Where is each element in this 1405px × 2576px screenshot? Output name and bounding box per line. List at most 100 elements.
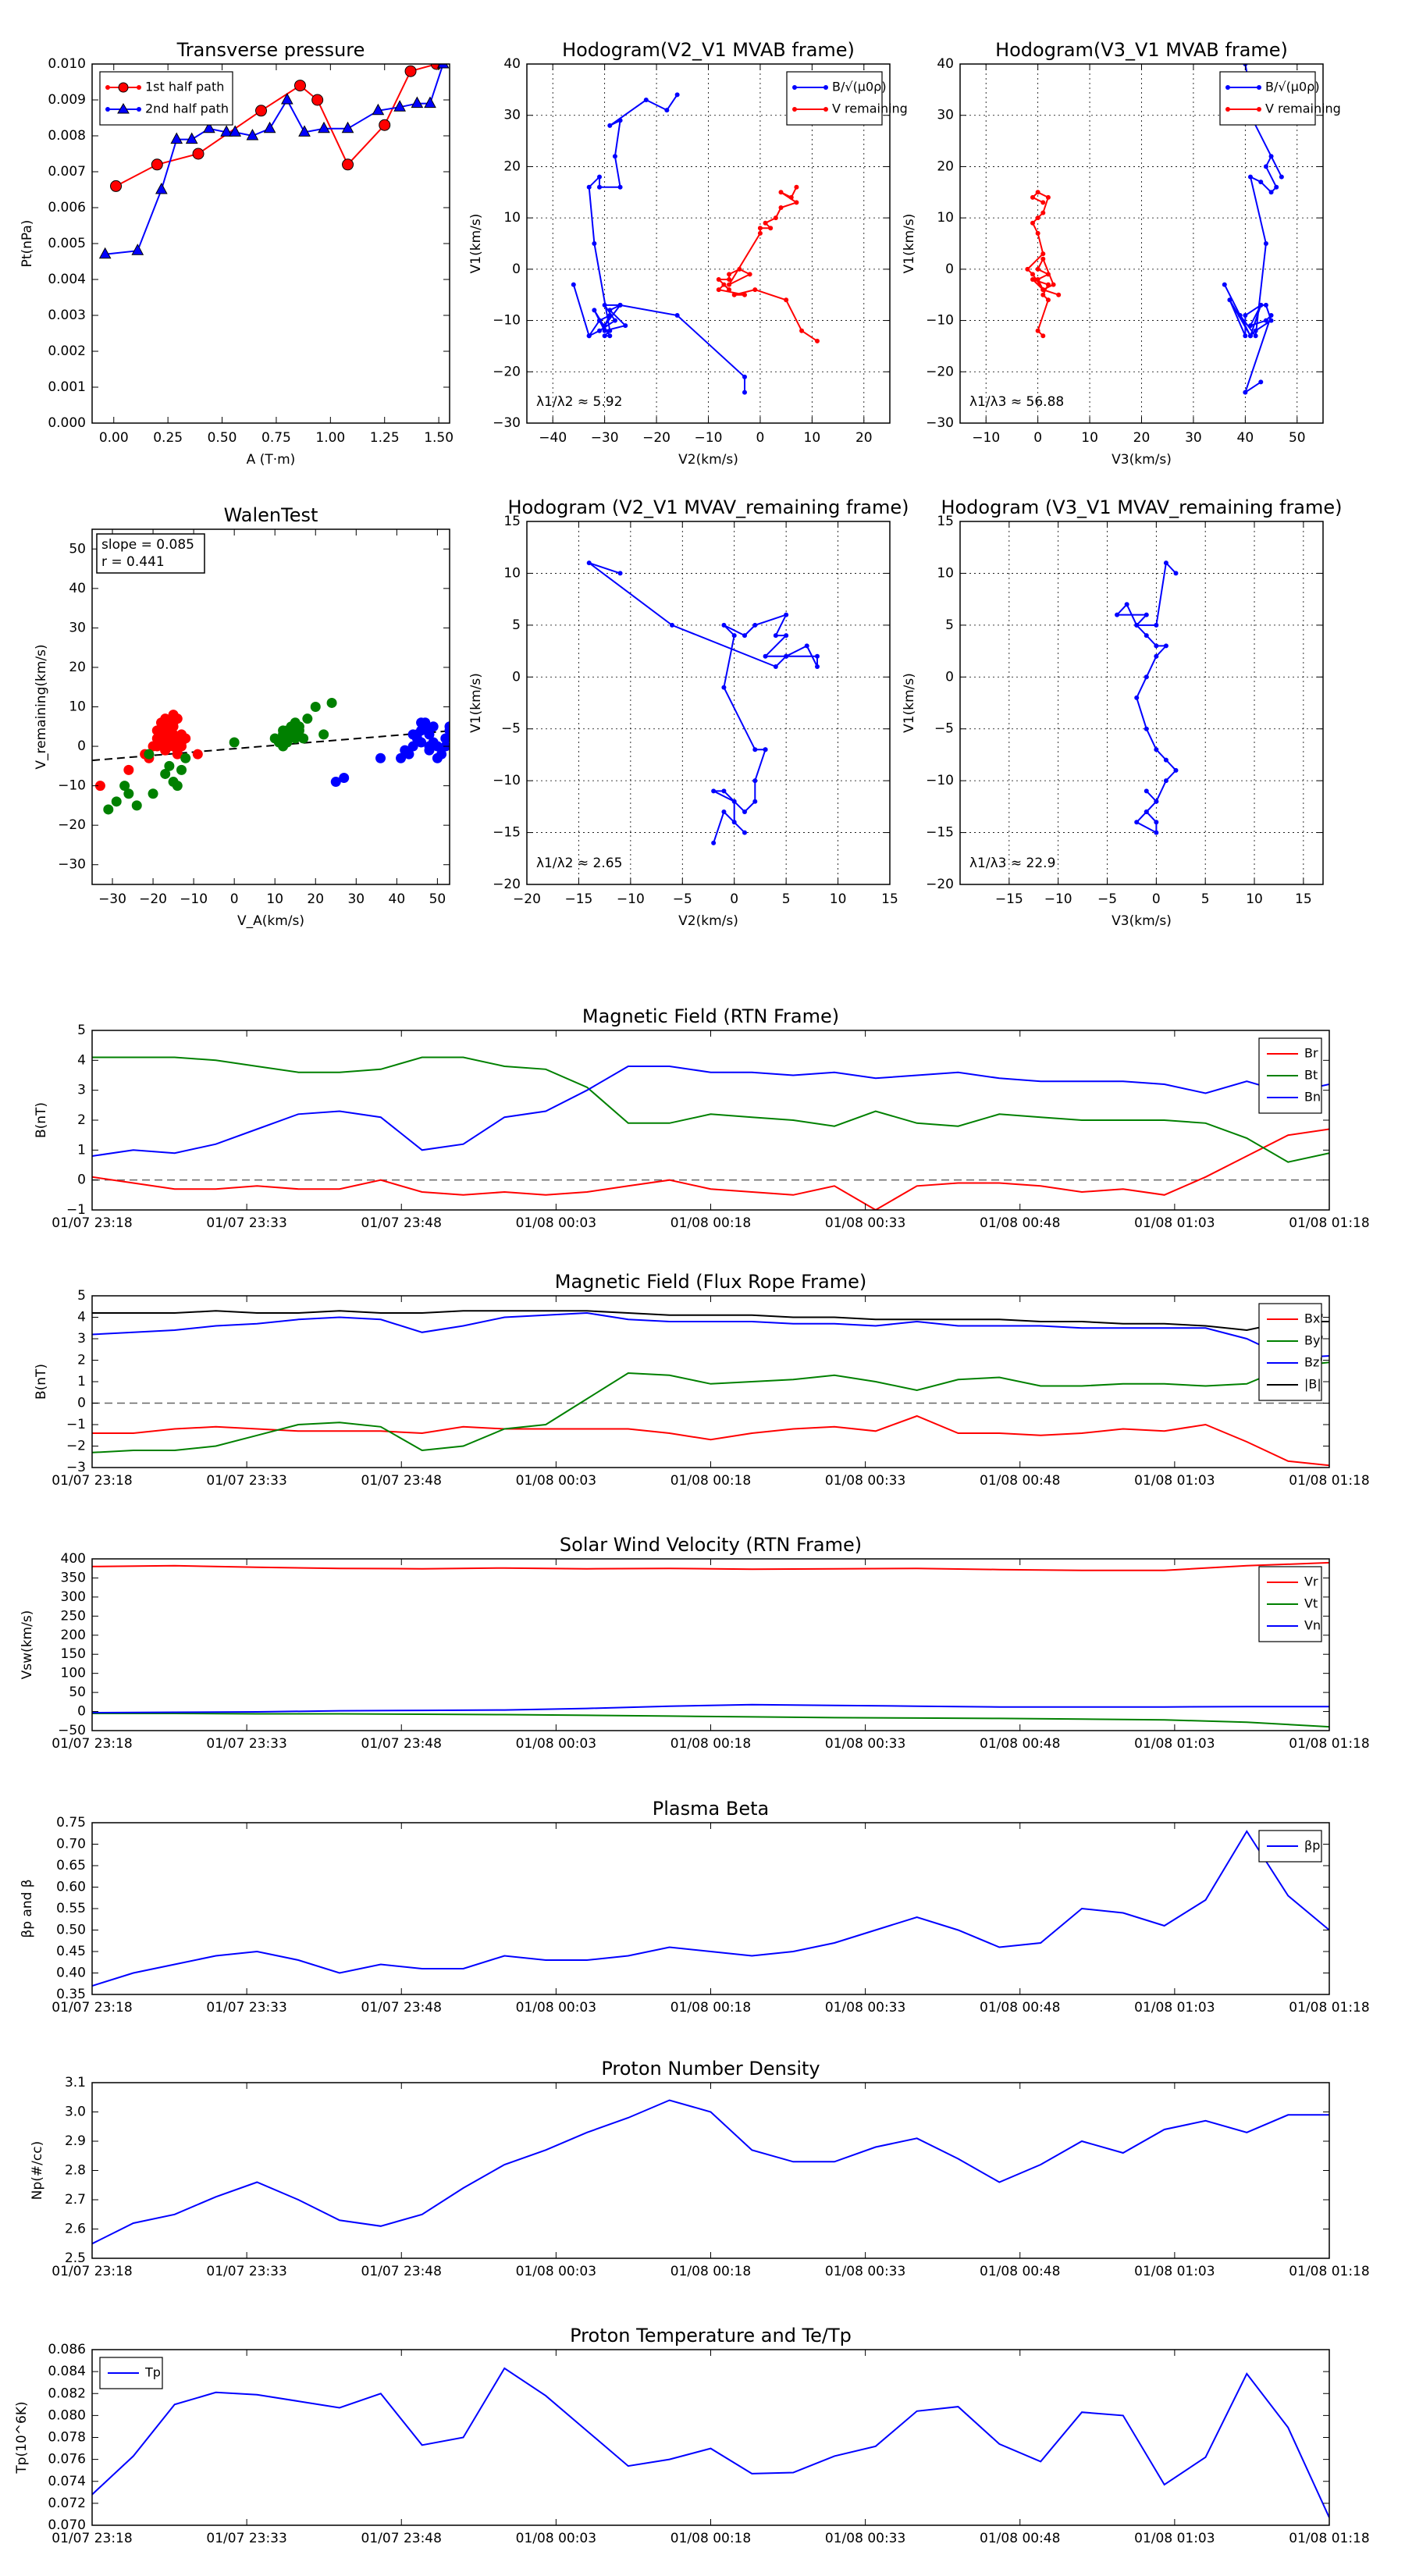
series-line-data — [92, 2099, 1329, 2245]
data-point — [302, 713, 313, 724]
series-line-βp — [92, 1830, 1329, 1987]
series-line-Bn — [92, 1066, 1329, 1157]
y-tick-label: 40 — [69, 581, 86, 596]
x-tick-label: −10 — [695, 430, 723, 446]
x-tick-label: 01/07 23:33 — [206, 1473, 286, 1489]
data-point — [1030, 272, 1035, 277]
x-tick-label: −5 — [1097, 891, 1117, 907]
x-tick-label: −15 — [995, 891, 1023, 907]
y-tick-label: 200 — [61, 1628, 86, 1643]
data-point — [617, 302, 623, 308]
data-point — [586, 560, 592, 566]
data-point — [586, 184, 592, 190]
data-point — [763, 653, 768, 659]
x-tick-label: 40 — [1237, 430, 1254, 446]
data-point — [1154, 799, 1159, 804]
data-point — [1263, 164, 1268, 169]
data-point — [721, 685, 727, 690]
data-point — [1045, 272, 1051, 277]
x-tick-label: −20 — [513, 891, 541, 907]
y-tick-label: 5 — [77, 1023, 86, 1038]
data-point — [263, 121, 276, 133]
y-tick-label: 5 — [77, 1288, 86, 1304]
data-point — [586, 333, 592, 339]
y-tick-label: 0 — [512, 669, 521, 685]
data-point — [752, 778, 758, 784]
x-tick-label: 01/08 01:18 — [1289, 1473, 1369, 1489]
data-point — [1045, 297, 1051, 303]
y-tick-label: 0.080 — [48, 2407, 86, 2423]
data-point — [674, 313, 680, 318]
data-point — [246, 128, 259, 141]
y-tick-label: −10 — [926, 313, 954, 329]
y-tick-label: 0.006 — [48, 200, 86, 215]
y-axis-label: V1(km/s) — [902, 214, 917, 274]
y-tick-label: 2.8 — [65, 2163, 86, 2179]
x-tick-label: 50 — [1289, 430, 1306, 446]
legend-label: 2nd half path — [145, 101, 229, 116]
data-point — [1279, 174, 1284, 180]
data-point — [602, 323, 607, 329]
x-tick-label: 01/07 23:48 — [361, 2531, 442, 2546]
y-tick-label: 4 — [77, 1310, 86, 1325]
legend-marker — [823, 85, 828, 90]
x-tick-label: 0.00 — [99, 430, 129, 446]
data-point — [110, 180, 123, 192]
data-point — [1268, 190, 1274, 195]
y-tick-label: 4 — [77, 1052, 86, 1068]
data-point — [372, 103, 385, 116]
data-point — [721, 788, 727, 794]
x-tick-label: 01/08 00:33 — [825, 1473, 905, 1489]
plot-frame — [91, 2082, 1330, 2259]
y-tick-label: 50 — [69, 541, 86, 557]
y-tick-label: −15 — [926, 825, 954, 841]
data-point — [170, 132, 183, 144]
y-axis-label: Vsw(km/s) — [20, 1610, 35, 1680]
legend-label: Tp — [144, 2365, 161, 2380]
chart-title: Magnetic Field (RTN Frame) — [582, 1005, 839, 1027]
chart-h1: −30 −20 −10 0 10 20 30 40 −40 −30 −20 −10 0 10 20 Hodog… — [468, 39, 908, 468]
data-point — [280, 92, 293, 105]
annotation-text: λ1/λ3 ≈ 56.88 — [969, 394, 1064, 410]
y-tick-label: 0 — [77, 1172, 86, 1188]
y-tick-label: 0.009 — [48, 92, 86, 108]
data-point — [176, 729, 187, 740]
data-point — [379, 119, 391, 131]
x-tick-label: 0 — [1152, 891, 1161, 907]
data-point — [623, 323, 628, 329]
y-axis-label: Pt(nPa) — [20, 220, 35, 268]
x-tick-label: 01/07 23:48 — [361, 2264, 442, 2279]
y-tick-label: 0.004 — [48, 272, 86, 287]
data-point — [440, 733, 450, 744]
y-tick-label: −20 — [58, 817, 86, 833]
series-line-Bx' — [92, 1414, 1329, 1467]
x-tick-label: 10 — [1081, 430, 1098, 446]
legend-marker — [792, 107, 797, 112]
x-tick-label: 01/08 00:18 — [670, 2531, 751, 2546]
data-point — [282, 737, 293, 748]
data-point — [1263, 302, 1268, 308]
x-tick-label: 01/08 00:33 — [825, 2000, 905, 2016]
x-tick-label: 01/08 00:33 — [825, 2264, 905, 2279]
y-tick-label: 0.001 — [48, 379, 86, 395]
data-point — [1268, 318, 1274, 323]
data-point — [407, 729, 418, 740]
data-point — [318, 729, 329, 740]
data-point — [731, 633, 737, 639]
x-tick-label: −40 — [539, 430, 567, 446]
data-point — [1035, 230, 1040, 236]
x-tick-label: 20 — [307, 891, 324, 907]
data-point — [393, 100, 406, 112]
data-point — [731, 820, 737, 825]
x-axis-label: V2(km/s) — [678, 452, 738, 468]
data-point — [815, 338, 820, 343]
annotation-text: λ1/λ3 ≈ 22.9 — [969, 856, 1055, 871]
data-point — [164, 737, 175, 748]
data-point — [1222, 282, 1227, 287]
y-tick-label: −30 — [926, 415, 954, 431]
legend-label: |B| — [1304, 1377, 1321, 1392]
data-point — [1154, 747, 1159, 753]
y-tick-label: 300 — [61, 1589, 86, 1605]
series-line-Bt — [92, 1056, 1329, 1163]
x-tick-label: 01/08 01:18 — [1289, 1736, 1369, 1752]
